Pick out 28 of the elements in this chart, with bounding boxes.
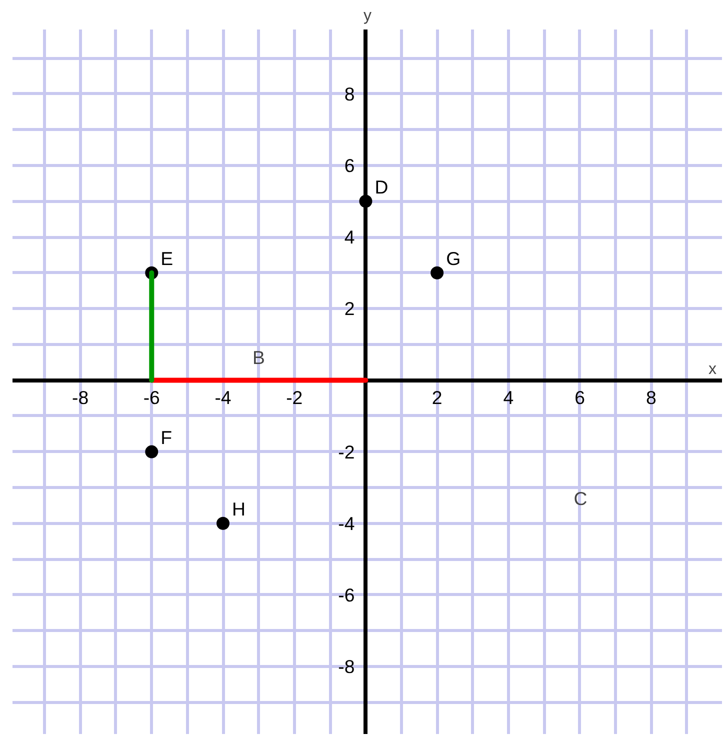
point bbox=[145, 445, 158, 458]
y-tick-label: 2 bbox=[344, 298, 355, 320]
y-tick-label: -4 bbox=[338, 512, 355, 534]
series-label: E bbox=[160, 248, 174, 269]
y-tick-label: 8 bbox=[344, 83, 355, 104]
annotation: C bbox=[574, 488, 588, 509]
series-label: F bbox=[160, 426, 172, 448]
x-tick-label: -6 bbox=[143, 387, 160, 408]
x-tick-label: 2 bbox=[432, 387, 442, 408]
series-label: B bbox=[252, 347, 265, 368]
point bbox=[216, 516, 230, 530]
y-tick-label: -6 bbox=[338, 584, 355, 606]
y-tick-label: 4 bbox=[344, 226, 355, 248]
x-tick-label: -2 bbox=[286, 387, 303, 408]
x-axis-title: x bbox=[708, 361, 716, 378]
y-tick-label: -8 bbox=[338, 656, 355, 678]
y-tick-label: -2 bbox=[338, 441, 355, 462]
x-tick-label: 4 bbox=[503, 387, 514, 408]
y-axis-title: y bbox=[364, 8, 372, 24]
x-tick-label: -4 bbox=[214, 387, 232, 408]
x-tick-label: 6 bbox=[574, 387, 585, 408]
x-tick-label: 8 bbox=[646, 387, 656, 408]
point bbox=[430, 266, 444, 280]
x-tick-label: -8 bbox=[72, 387, 89, 408]
series-label: D bbox=[374, 176, 388, 198]
series-label: H bbox=[232, 498, 246, 520]
y-tick-label: 6 bbox=[344, 154, 355, 176]
series-label: G bbox=[446, 248, 461, 269]
